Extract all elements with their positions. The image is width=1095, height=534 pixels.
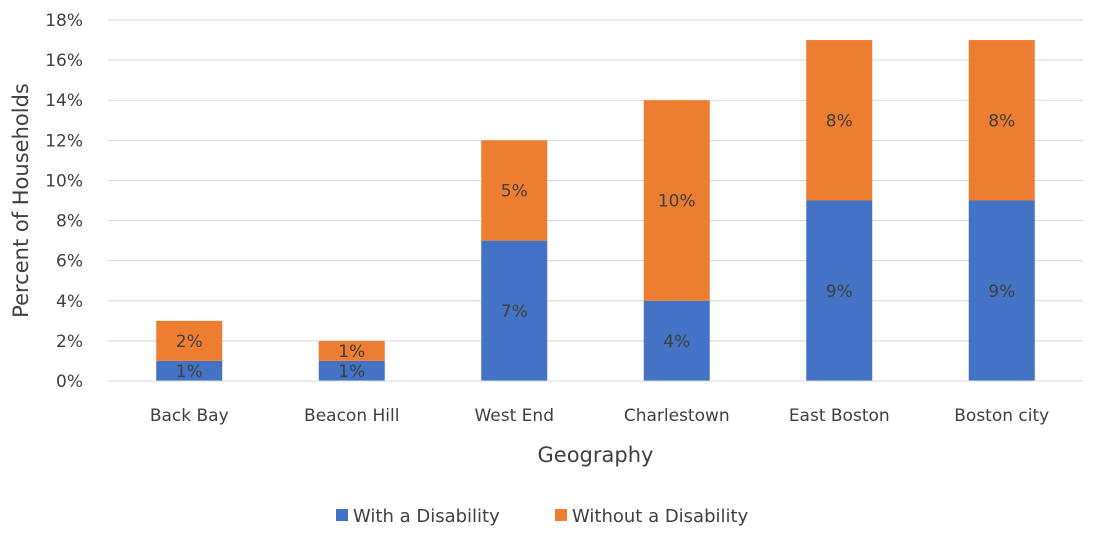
bar-without-disability <box>806 40 873 201</box>
y-tick-label: 4% <box>56 292 83 312</box>
data-label: 7% <box>501 302 528 322</box>
x-tick-label: Charlestown <box>624 406 730 426</box>
bar-without-disability <box>156 320 223 361</box>
legend-label: Without a Disability <box>572 506 749 527</box>
x-tick-label: Back Bay <box>150 406 229 426</box>
data-label: 1% <box>176 362 203 382</box>
x-tick-label: East Boston <box>789 406 890 426</box>
y-tick-label: 12% <box>45 131 83 151</box>
bar-with-disability <box>643 300 710 381</box>
bar-without-disability <box>968 40 1035 201</box>
bar-with-disability <box>806 200 873 381</box>
y-tick-label: 14% <box>45 91 83 111</box>
bar-with-disability <box>481 240 548 381</box>
y-tick-label: 10% <box>45 171 83 191</box>
data-label: 9% <box>826 282 853 302</box>
y-tick-label: 6% <box>56 252 83 272</box>
y-tick-label: 0% <box>56 372 83 392</box>
bar-without-disability <box>643 100 710 301</box>
data-label: 5% <box>501 181 528 201</box>
data-label: 1% <box>338 342 365 362</box>
legend-swatch <box>336 509 348 521</box>
legend-label: With a Disability <box>353 506 500 527</box>
bar-without-disability <box>481 140 548 241</box>
bar-without-disability <box>318 340 385 361</box>
y-tick-label: 18% <box>45 11 83 31</box>
data-label: 1% <box>338 362 365 382</box>
x-tick-label: Beacon Hill <box>304 406 399 426</box>
legend-swatch <box>555 509 567 521</box>
y-tick-label: 8% <box>56 212 83 232</box>
data-label: 10% <box>658 192 696 212</box>
bar-with-disability <box>318 360 385 381</box>
y-tick-label: 16% <box>45 51 83 71</box>
data-label: 4% <box>663 332 690 352</box>
data-label: 9% <box>988 282 1015 302</box>
data-label: 8% <box>988 111 1015 131</box>
x-tick-label: Boston city <box>954 406 1049 426</box>
x-axis-title: Geography <box>538 443 654 467</box>
x-tick-label: West End <box>474 406 554 426</box>
y-axis-title: Percent of Households <box>9 83 33 318</box>
bar-with-disability <box>968 200 1035 381</box>
data-label: 8% <box>826 111 853 131</box>
y-tick-label: 2% <box>56 332 83 352</box>
data-label: 2% <box>176 332 203 352</box>
bar-with-disability <box>156 360 223 381</box>
